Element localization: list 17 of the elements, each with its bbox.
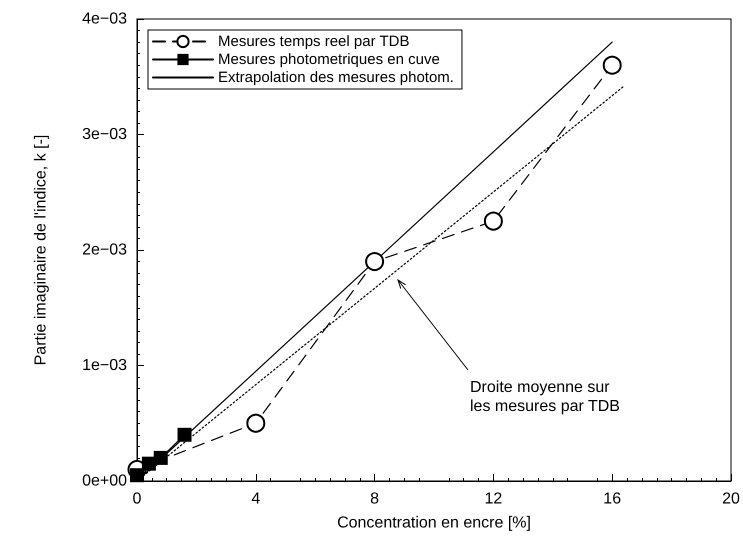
legend-label: Extrapolation des mesures photom. [218, 69, 454, 86]
x-tick-label: 0 [132, 490, 142, 508]
legend-label: Mesures temps reel par TDB [218, 33, 410, 50]
y-tick-label: 4e−03 [82, 10, 128, 28]
y-tick-label: 1e−03 [82, 357, 128, 374]
y-axis-title: Partie imaginaire de l'indice, k [-] [32, 134, 50, 366]
y-tick-label: 0e+00 [82, 472, 128, 490]
x-tick-label: 20 [722, 490, 740, 508]
x-tick-label: 4 [251, 490, 260, 508]
y-tick-label: 2e−03 [82, 242, 128, 258]
x-tick-label: 12 [484, 490, 502, 508]
x-tick-label: 16 [603, 490, 622, 508]
annotation: Droite moyenne sur les mesures par TDB [470, 379, 620, 415]
x-axis-title: Concentration en encre [%] [337, 514, 531, 532]
y-tick-label: 3e−03 [82, 126, 128, 143]
x-tick-label: 8 [370, 490, 380, 508]
legend-label: Mesures photometriques en cuve [218, 51, 440, 68]
